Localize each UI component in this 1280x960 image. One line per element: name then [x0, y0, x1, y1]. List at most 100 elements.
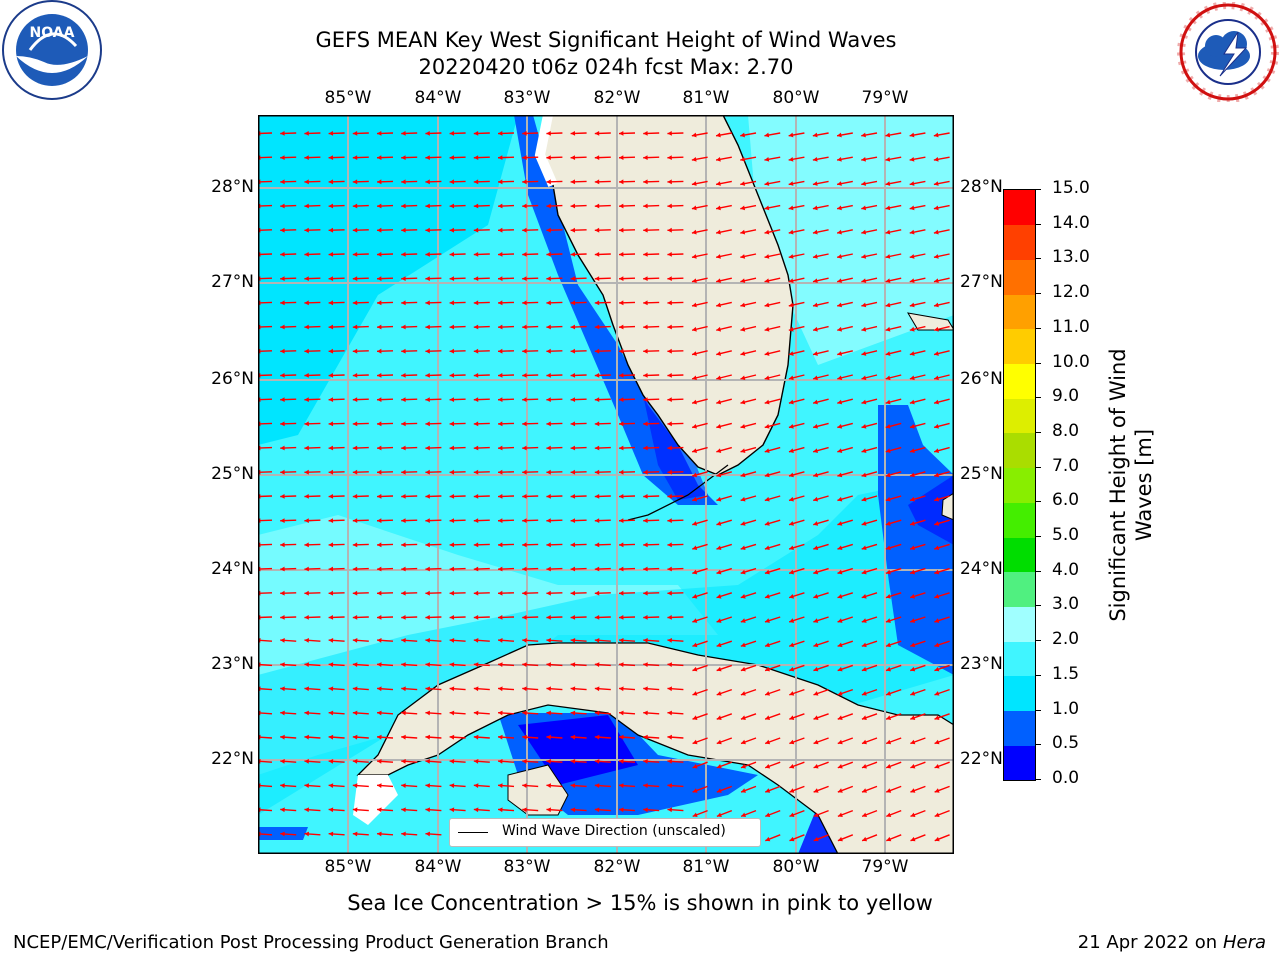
wave-direction-arrow: [933, 446, 950, 453]
wave-direction-arrow: [909, 350, 926, 356]
wave-direction-arrow: [909, 495, 926, 502]
wave-direction-arrow: [280, 783, 297, 788]
wave-direction-arrow: [425, 373, 442, 378]
wave-direction-arrow: [449, 590, 466, 596]
florida-land: [539, 115, 794, 476]
wave-direction-arrow: [643, 807, 660, 813]
wave-direction-arrow: [376, 637, 394, 643]
wave-direction-arrow: [304, 783, 321, 788]
wave-zone-atlantic-light: [748, 115, 954, 365]
wave-direction-arrow: [522, 131, 539, 136]
wave-direction-arrow: [618, 421, 636, 427]
wave-direction-arrow: [376, 807, 394, 813]
wave-direction-arrow: [789, 688, 805, 696]
wave-direction-arrow: [352, 590, 369, 596]
wave-direction-arrow: [425, 421, 442, 427]
colorbar-tick-mark: [1035, 605, 1041, 607]
wave-direction-arrow: [497, 783, 515, 788]
wave-direction-arrow: [910, 834, 926, 842]
wave-direction-arrow: [716, 809, 733, 818]
wave-direction-arrow: [813, 834, 829, 842]
wave-direction-arrow: [764, 567, 781, 575]
wave-direction-arrow: [861, 350, 878, 356]
wave-direction-arrow: [934, 809, 950, 818]
wave-direction-arrow: [522, 542, 539, 548]
wave-direction-arrow: [473, 348, 490, 354]
wave-direction-arrow: [449, 179, 466, 185]
wave-direction-arrow: [522, 348, 539, 354]
noaa-logo-text: NOAA: [30, 25, 75, 41]
lat-label-right: 25°N: [960, 464, 1003, 484]
wave-direction-arrow: [304, 227, 321, 233]
wave-direction-arrow: [910, 664, 926, 672]
wave-direction-arrow: [692, 495, 708, 502]
wave-direction-arrow: [497, 469, 515, 475]
wave-direction-arrow: [376, 155, 394, 161]
wave-direction-arrow: [715, 180, 732, 186]
wave-direction-arrow: [376, 397, 394, 403]
map-title-line1: GEFS MEAN Key West Significant Height of…: [315, 28, 897, 52]
wave-direction-arrow: [764, 350, 781, 356]
wave-direction-arrow: [836, 132, 853, 138]
colorbar-label-line1: Significant Height of Wind: [1106, 348, 1130, 622]
wave-direction-arrow: [643, 252, 660, 257]
wave-direction-arrow: [473, 276, 490, 282]
wave-direction-arrow: [813, 567, 829, 575]
wave-direction-arrow: [376, 324, 394, 330]
wave-direction-arrow: [497, 807, 515, 813]
wave-direction-arrow: [449, 710, 466, 716]
wave-direction-arrow: [667, 807, 684, 813]
wave-direction-arrow: [764, 785, 781, 793]
wave-direction-arrow: [522, 807, 539, 813]
colorbar-tick-mark: [1035, 258, 1041, 260]
wave-direction-arrow: [788, 495, 805, 502]
wave-direction-arrow: [280, 348, 297, 354]
bahamas-land: [907, 312, 954, 331]
wave-direction-arrow: [304, 131, 321, 136]
wave-direction-arrow: [618, 300, 636, 306]
wave-direction-arrow: [667, 252, 684, 257]
wave-direction-arrow: [425, 566, 442, 572]
wave-direction-arrow: [837, 664, 854, 672]
wave-direction-arrow: [570, 252, 587, 257]
wave-direction-arrow: [304, 397, 321, 403]
wave-direction-arrow: [473, 203, 490, 209]
wave-direction-arrow: [352, 518, 369, 524]
wave-direction-arrow: [716, 761, 733, 769]
wave-direction-arrow: [643, 324, 660, 330]
wave-direction-arrow: [934, 713, 950, 720]
wave-direction-arrow: [813, 761, 829, 769]
wave-direction-arrow: [692, 713, 708, 720]
wave-direction-arrow: [861, 446, 878, 453]
wave-direction-arrow: [740, 713, 757, 720]
wave-direction-arrow: [934, 567, 950, 575]
wave-direction-arrow: [764, 156, 781, 162]
wave-direction-arrow: [691, 446, 708, 453]
wave-direction-arrow: [352, 373, 369, 378]
lat-label-left: 26°N: [211, 369, 254, 389]
wave-direction-arrow: [885, 761, 902, 769]
wave-direction-arrow: [594, 494, 611, 499]
wave-direction-arrow: [546, 542, 563, 548]
wave-direction-arrow: [546, 445, 563, 451]
wave-direction-arrow: [401, 518, 418, 524]
wave-direction-arrow: [522, 300, 539, 306]
wave-direction-arrow: [328, 421, 345, 427]
wave-direction-arrow: [885, 132, 902, 138]
wave-direction-arrow: [546, 637, 563, 643]
wave-direction-arrow: [643, 227, 660, 233]
wave-direction-arrow: [376, 300, 394, 306]
wave-direction-arrow: [352, 300, 369, 306]
wave-direction-arrow: [764, 132, 781, 138]
wave-direction-arrow: [667, 710, 684, 716]
wave-direction-arrow: [473, 373, 490, 378]
wave-direction-arrow: [425, 494, 442, 499]
wave-direction-arrow: [691, 132, 708, 138]
wave-direction-arrow: [425, 758, 442, 764]
wave-direction-arrow: [789, 664, 805, 672]
wave-direction-arrow: [280, 276, 297, 282]
wave-direction-arrow: [328, 807, 345, 813]
wave-direction-arrow: [376, 469, 394, 475]
wave-direction-arrow: [885, 688, 902, 696]
wave-direction-arrow: [570, 227, 587, 233]
